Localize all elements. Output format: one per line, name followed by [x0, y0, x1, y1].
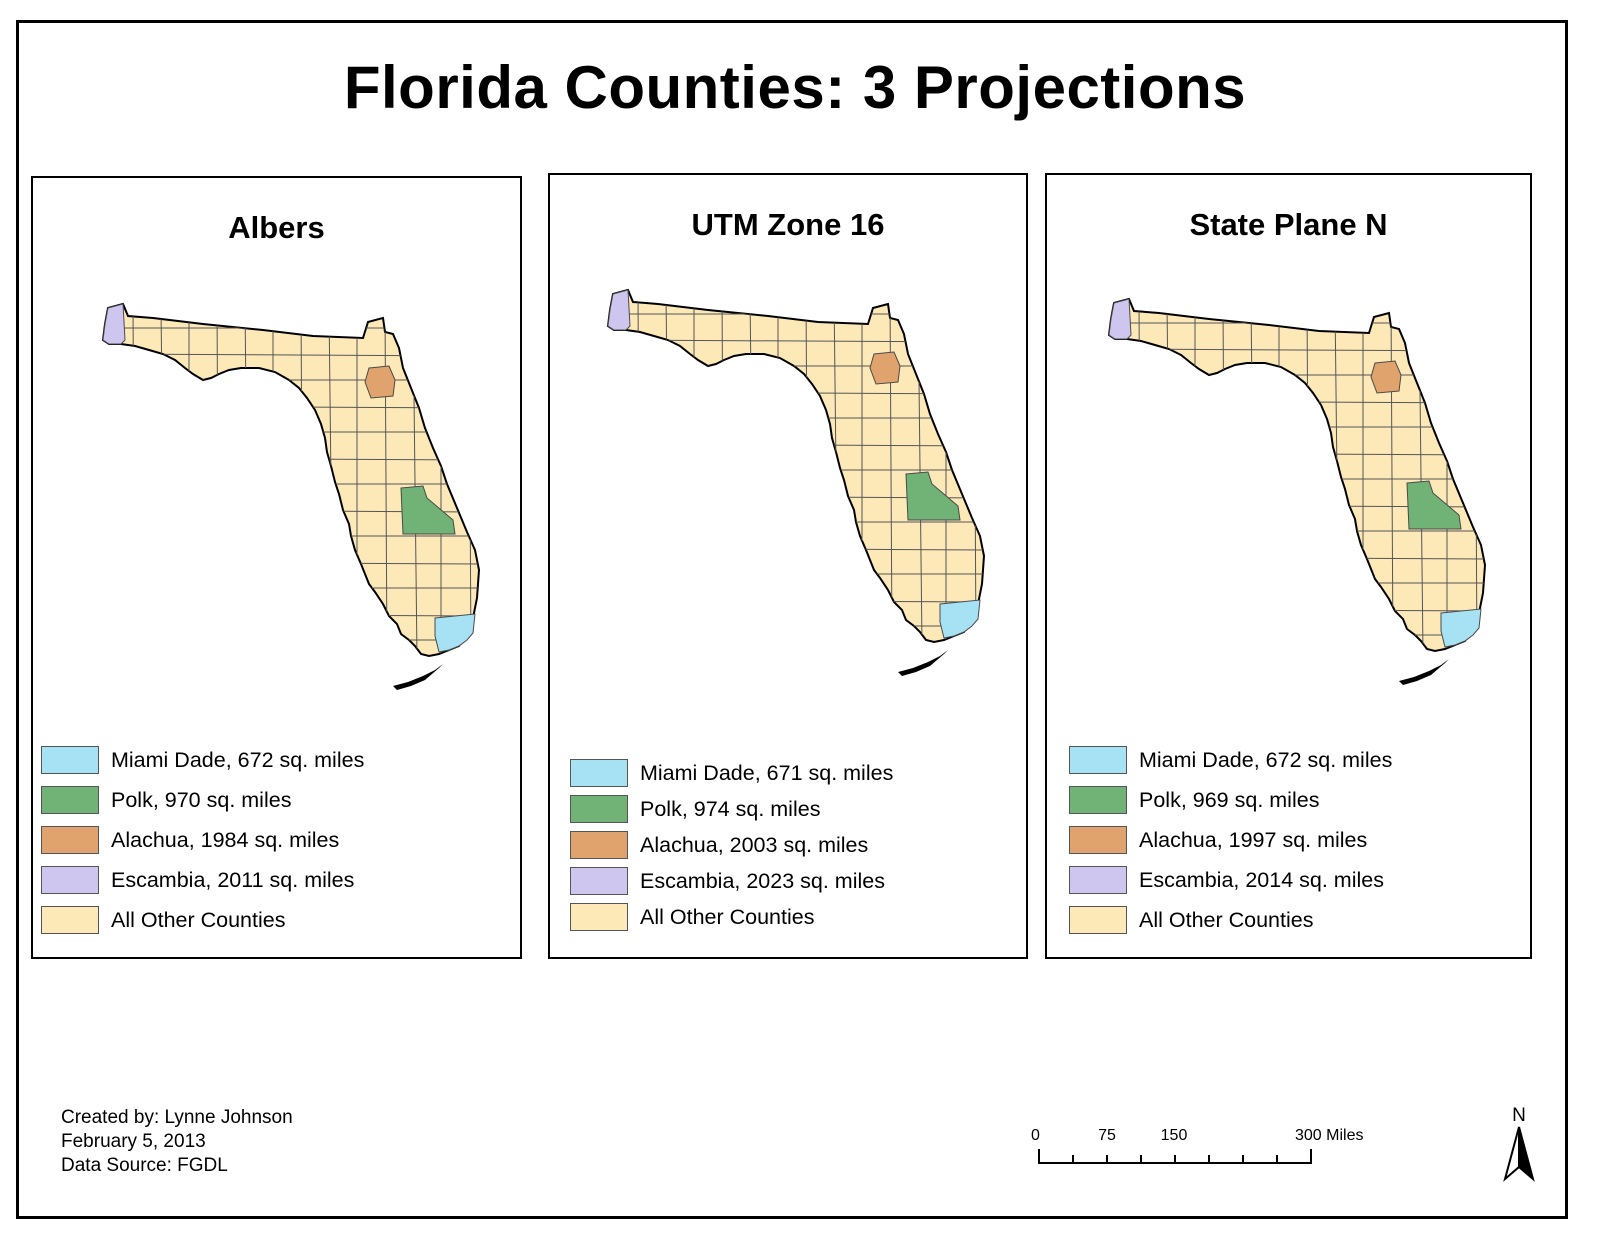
florida-keys — [898, 650, 948, 676]
legend: Miami Dade, 671 sq. miles Polk, 974 sq. … — [570, 755, 893, 935]
legend-label: Escambia, 2023 sq. miles — [640, 868, 885, 893]
legend-label: Escambia, 2014 sq. miles — [1139, 867, 1384, 892]
county-miami-dade — [939, 599, 981, 639]
legend-swatch — [41, 746, 99, 774]
legend-item-other: All Other Counties — [570, 899, 893, 935]
legend-item-miami-dade: Miami Dade, 671 sq. miles — [570, 755, 893, 791]
map-panel-utm: UTM Zone 16 Miami Dade, 671 sq. miles Po… — [548, 173, 1028, 959]
north-label: N — [1512, 1105, 1526, 1126]
legend-item-escambia: Escambia, 2011 sq. miles — [41, 860, 364, 900]
legend-label: Miami Dade, 672 sq. miles — [1139, 747, 1393, 772]
legend: Miami Dade, 672 sq. miles Polk, 969 sq. … — [1069, 740, 1392, 940]
scale-tick-label: 75 — [1098, 1127, 1116, 1144]
florida-keys — [393, 664, 443, 690]
state-outline — [101, 302, 481, 658]
legend-label: Alachua, 2003 sq. miles — [640, 832, 869, 857]
scale-bar-ticks — [1038, 1149, 1312, 1164]
scale-bar: 0 75 150 300 Miles — [1031, 1127, 1363, 1164]
legend-label: Polk, 969 sq. miles — [1139, 787, 1320, 812]
north-arrow-icon: N — [1503, 1105, 1535, 1182]
legend-swatch — [1069, 786, 1127, 814]
legend-item-other: All Other Counties — [41, 900, 364, 940]
legend: Miami Dade, 672 sq. miles Polk, 970 sq. … — [41, 740, 364, 940]
panel-title: Albers — [228, 210, 325, 245]
county-alachua — [869, 351, 901, 385]
scale-tick-label: 300 Miles — [1295, 1127, 1363, 1144]
map-panel-albers: Albers Miami Dade, 672 sq. miles Polk, 9… — [31, 176, 522, 959]
legend-swatch — [1069, 746, 1127, 774]
legend-item-miami-dade: Miami Dade, 672 sq. miles — [1069, 740, 1392, 780]
legend-item-escambia: Escambia, 2014 sq. miles — [1069, 860, 1392, 900]
florida-map — [101, 302, 481, 690]
county-escambia — [102, 303, 126, 345]
legend-swatch — [570, 831, 628, 859]
legend-label: Polk, 970 sq. miles — [111, 787, 292, 812]
legend-label: All Other Counties — [111, 907, 286, 932]
legend-label: All Other Counties — [1139, 907, 1314, 932]
legend-label: Miami Dade, 672 sq. miles — [111, 747, 365, 772]
legend-swatch — [41, 866, 99, 894]
panel-title: State Plane N — [1189, 207, 1388, 242]
legend-label: Alachua, 1997 sq. miles — [1139, 827, 1368, 852]
credits-author: Created by: Lynne Johnson — [61, 1107, 293, 1128]
florida-keys — [1399, 659, 1449, 685]
legend-swatch — [41, 826, 99, 854]
county-polk — [905, 471, 961, 521]
legend-swatch — [41, 906, 99, 934]
legend-label: Alachua, 1984 sq. miles — [111, 827, 340, 852]
state-outline — [1107, 297, 1487, 653]
credits: Created by: Lynne Johnson February 5, 20… — [61, 1106, 293, 1178]
legend-item-polk: Polk, 969 sq. miles — [1069, 780, 1392, 820]
county-miami-dade — [1440, 608, 1482, 648]
legend-swatch — [570, 795, 628, 823]
map-panel-state-plane: State Plane N Miami Dade, 672 sq. miles … — [1045, 173, 1532, 959]
scale-tick-label: 150 — [1161, 1127, 1188, 1144]
legend-item-alachua: Alachua, 1984 sq. miles — [41, 820, 364, 860]
map-layout-frame: Florida Counties: 3 Projections Albers M… — [16, 20, 1568, 1219]
county-escambia — [1108, 298, 1132, 340]
legend-swatch — [570, 759, 628, 787]
county-escambia — [607, 289, 631, 331]
legend-swatch — [41, 786, 99, 814]
legend-label: Miami Dade, 671 sq. miles — [640, 760, 894, 785]
scale-tick-label: 0 — [1031, 1127, 1040, 1144]
state-outline — [606, 288, 986, 644]
county-polk — [400, 485, 456, 535]
legend-label: All Other Counties — [640, 904, 815, 929]
county-alachua — [1370, 360, 1402, 394]
florida-map — [1107, 297, 1487, 685]
legend-item-escambia: Escambia, 2023 sq. miles — [570, 863, 893, 899]
legend-item-miami-dade: Miami Dade, 672 sq. miles — [41, 740, 364, 780]
legend-swatch — [570, 867, 628, 895]
legend-swatch — [1069, 866, 1127, 894]
legend-item-other: All Other Counties — [1069, 900, 1392, 940]
county-polk — [1406, 480, 1462, 530]
legend-item-polk: Polk, 974 sq. miles — [570, 791, 893, 827]
county-miami-dade — [434, 613, 476, 653]
legend-item-alachua: Alachua, 1997 sq. miles — [1069, 820, 1392, 860]
legend-label: Polk, 974 sq. miles — [640, 796, 821, 821]
legend-swatch — [1069, 826, 1127, 854]
county-alachua — [364, 365, 396, 399]
credits-date: February 5, 2013 — [61, 1131, 206, 1152]
legend-swatch — [570, 903, 628, 931]
legend-item-alachua: Alachua, 2003 sq. miles — [570, 827, 893, 863]
legend-item-polk: Polk, 970 sq. miles — [41, 780, 364, 820]
credits-source: Data Source: FGDL — [61, 1155, 228, 1176]
legend-swatch — [1069, 906, 1127, 934]
legend-label: Escambia, 2011 sq. miles — [111, 867, 355, 892]
florida-map — [606, 288, 986, 676]
page-title: Florida Counties: 3 Projections — [343, 54, 1247, 121]
panel-title: UTM Zone 16 — [691, 207, 885, 242]
